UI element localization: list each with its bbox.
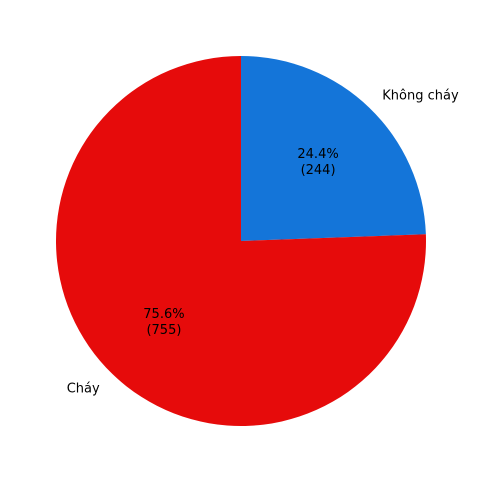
slice-count-label-1: (755) [146,323,181,338]
pie-slice-0 [241,56,426,241]
slice-category-label-1: Cháy [67,381,100,396]
slice-percent-label-1: 75.6% [143,307,184,322]
slice-count-label-0: (244) [301,163,336,178]
slice-category-label-0: Không cháy [382,89,459,104]
pie-slice-1 [56,56,426,426]
pie-labels: 24.4%(244) Không cháy 75.6%(755) Cháy [67,89,459,397]
pie-slices [56,56,426,426]
slice-percent-label-0: 24.4% [297,147,338,162]
